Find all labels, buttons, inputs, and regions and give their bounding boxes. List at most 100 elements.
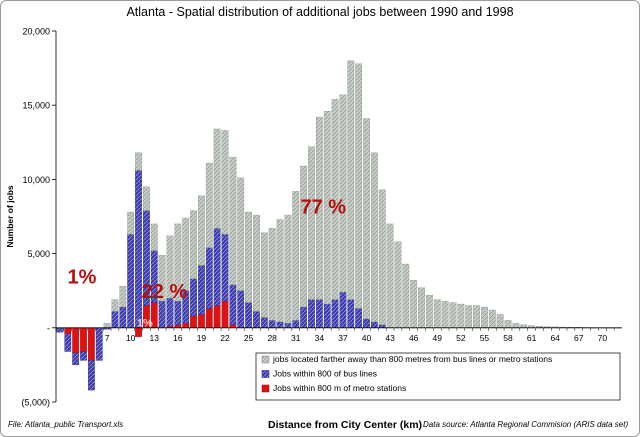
bar-s1-i33 (315, 299, 323, 328)
bar-s1-i28 (276, 321, 284, 328)
x-tick-label: 61 (527, 333, 537, 343)
plot-area (56, 31, 622, 402)
bar-s0-i21 (221, 130, 229, 235)
bar-s2-i16 (182, 323, 190, 328)
annotation-2: 77 % (300, 197, 346, 219)
x-tick-label: 13 (150, 333, 160, 343)
bar-s0-i42 (386, 223, 394, 328)
bar-s0-i17 (190, 210, 197, 279)
bar-s1-i35 (331, 299, 339, 328)
bar-s1-i4 (88, 360, 95, 391)
bar-s0-i14 (166, 235, 174, 299)
bar-s1-i9 (127, 234, 135, 328)
bar-s2-i22 (229, 324, 237, 328)
x-tick-label: 10 (126, 333, 136, 343)
bar-s1-i7 (111, 311, 119, 328)
bar-s0-i33 (315, 116, 323, 300)
x-tick-label: 49 (433, 333, 443, 343)
bar-s0-i28 (276, 219, 284, 323)
bar-s2-i19 (205, 308, 213, 328)
bar-s2-i2 (72, 327, 80, 354)
legend-box (255, 352, 621, 401)
x-tick-label: 7 (105, 333, 110, 343)
bar-s0-i37 (347, 60, 355, 300)
bar-s1-i3 (80, 351, 87, 361)
bar-s2-i15 (174, 324, 182, 328)
bar-s1-i20 (213, 228, 221, 306)
bar-s0-i59 (520, 324, 528, 328)
bar-s1-i32 (308, 299, 315, 328)
y-tick-label: 15,000 (22, 101, 50, 111)
bar-s0-i56 (496, 314, 504, 328)
bar-s0-i7 (111, 299, 119, 312)
bar-s1-i36 (339, 292, 347, 328)
annotation-3: 1% (137, 317, 153, 329)
x-tick-label: 37 (338, 333, 348, 343)
bar-s0-i49 (441, 300, 449, 328)
x-tick-label: 55 (480, 333, 490, 343)
bar-s0-i50 (449, 302, 457, 328)
bar-s0-i13 (158, 254, 166, 302)
x-tick-label: 67 (574, 333, 584, 343)
bar-s0-i47 (426, 294, 433, 328)
bar-s2-i20 (213, 305, 221, 328)
bar-s1-i2 (72, 352, 80, 366)
x-tick-label: 52 (456, 333, 466, 343)
y-tick-label: - (47, 323, 50, 333)
x-tick-label: 22 (220, 333, 230, 343)
bar-s0-i46 (418, 287, 425, 328)
bar-s1-i17 (190, 278, 197, 317)
bar-s0-i40 (370, 152, 378, 323)
file-name-note: File: Atlanta_public Transport.xls (8, 420, 124, 429)
bar-s0-i48 (433, 299, 441, 328)
bar-s0-i55 (488, 309, 496, 328)
bar-s1-i29 (284, 323, 292, 328)
x-tick-label: 19 (197, 333, 207, 343)
bar-s0-i30 (292, 191, 300, 321)
bar-s1-i1 (64, 333, 72, 352)
legend-swatch-1 (261, 370, 270, 378)
x-tick-label: 58 (503, 333, 513, 343)
bar-s0-i51 (457, 303, 465, 328)
bar-s2-i4 (88, 327, 95, 361)
bar-s1-i21 (221, 234, 229, 302)
x-tick-label: 40 (362, 333, 372, 343)
bar-s1-i39 (363, 318, 370, 328)
bar-s1-i30 (292, 320, 300, 328)
bar-s0-i12 (150, 223, 158, 251)
x-axis-title: Distance from City Center (km) (268, 419, 423, 431)
x-tick-label: 46 (409, 333, 419, 343)
bar-s0-i19 (205, 162, 213, 248)
bar-s0-i26 (260, 232, 268, 318)
x-tick-label: 31 (291, 333, 301, 343)
x-tick-label: 64 (550, 333, 560, 343)
bar-s0-i53 (473, 305, 480, 328)
bar-s0-i44 (402, 263, 410, 328)
data-source-note: Data source: Atlanta Regional Commision … (423, 420, 629, 429)
bar-s0-i23 (237, 177, 245, 291)
bar-s0-i35 (331, 99, 339, 300)
bar-s0-i6 (103, 323, 111, 328)
bar-s0-i45 (410, 280, 418, 328)
bar-s0-i24 (245, 211, 252, 303)
x-tick-label: 70 (598, 333, 608, 343)
bar-s1-i37 (347, 299, 355, 328)
bar-s2-i1 (64, 327, 72, 334)
bar-s2-i3 (80, 327, 87, 352)
legend-swatch-0 (261, 355, 270, 364)
x-tick-label: 25 (244, 333, 254, 343)
bar-s0-i32 (308, 146, 315, 300)
bar-s0-i22 (229, 156, 237, 285)
bar-s1-i27 (268, 320, 276, 328)
bar-s1-i18 (198, 265, 205, 315)
bar-s0-i27 (268, 228, 276, 321)
bar-s0-i25 (253, 214, 260, 312)
x-tick-label: 16 (173, 333, 183, 343)
bar-s1-i5 (95, 327, 103, 361)
bar-s0-i16 (182, 217, 190, 291)
y-tick-label: (5,000) (21, 398, 50, 408)
annotation-0: 1% (67, 266, 96, 288)
bar-s0-i39 (363, 118, 370, 320)
bar-s0-i38 (355, 63, 363, 309)
